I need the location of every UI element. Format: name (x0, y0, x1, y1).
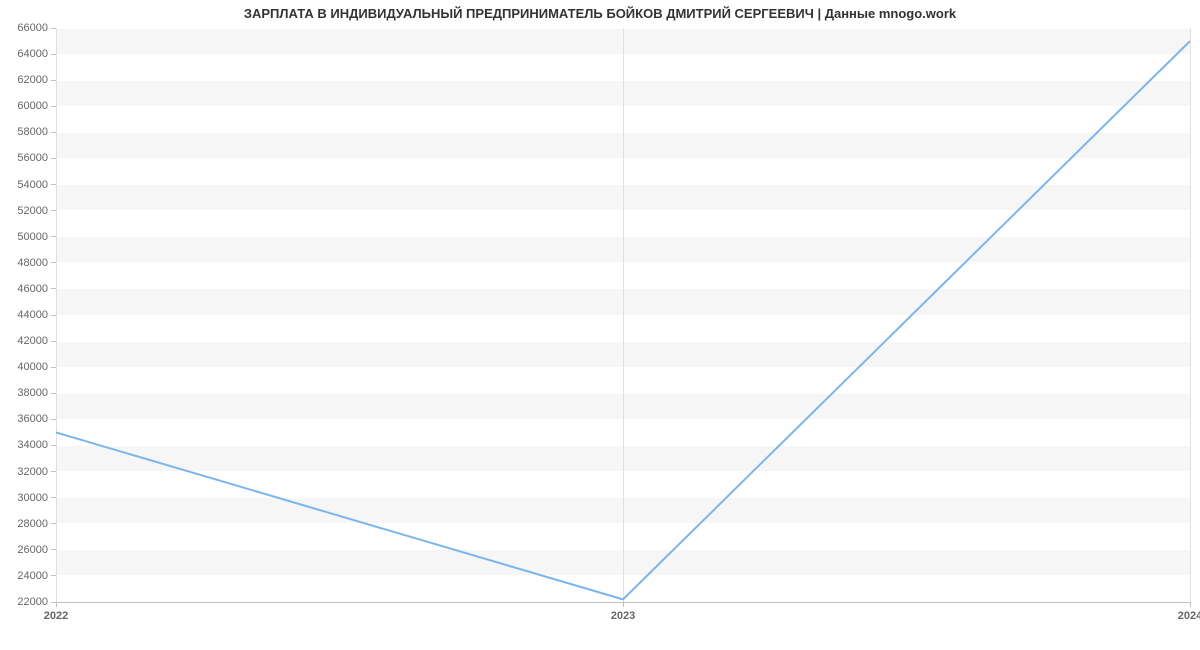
y-tick-label: 56000 (17, 152, 56, 164)
y-tick-label: 60000 (17, 100, 56, 112)
y-tick-label: 38000 (17, 387, 56, 399)
y-tick-label: 30000 (17, 492, 56, 504)
y-tick-label: 64000 (17, 48, 56, 60)
y-tick-label: 28000 (17, 518, 56, 530)
y-tick-label: 66000 (17, 22, 56, 34)
y-tick-label: 50000 (17, 231, 56, 243)
line-chart: ЗАРПЛАТА В ИНДИВИДУАЛЬНЫЙ ПРЕДПРИНИМАТЕЛ… (0, 0, 1200, 650)
y-tick-label: 44000 (17, 309, 56, 321)
plot-area: 2200024000260002800030000320003400036000… (56, 28, 1190, 602)
y-tick-label: 62000 (17, 74, 56, 86)
y-tick-label: 24000 (17, 570, 56, 582)
y-tick-label: 52000 (17, 205, 56, 217)
y-tick-label: 32000 (17, 466, 56, 478)
y-tick-label: 42000 (17, 335, 56, 347)
y-tick-label: 34000 (17, 439, 56, 451)
y-tick-label: 36000 (17, 413, 56, 425)
y-tick-label: 54000 (17, 179, 56, 191)
series-line (56, 41, 1190, 599)
chart-title: ЗАРПЛАТА В ИНДИВИДУАЛЬНЫЙ ПРЕДПРИНИМАТЕЛ… (0, 6, 1200, 21)
y-tick-label: 58000 (17, 126, 56, 138)
y-tick-label: 40000 (17, 361, 56, 373)
line-series (56, 28, 1190, 602)
x-tick-label: 2024 (1178, 602, 1200, 622)
y-tick-label: 48000 (17, 257, 56, 269)
y-tick-label: 46000 (17, 283, 56, 295)
y-tick-label: 26000 (17, 544, 56, 556)
x-tick-label: 2023 (611, 602, 635, 622)
x-tick-label: 2022 (44, 602, 68, 622)
